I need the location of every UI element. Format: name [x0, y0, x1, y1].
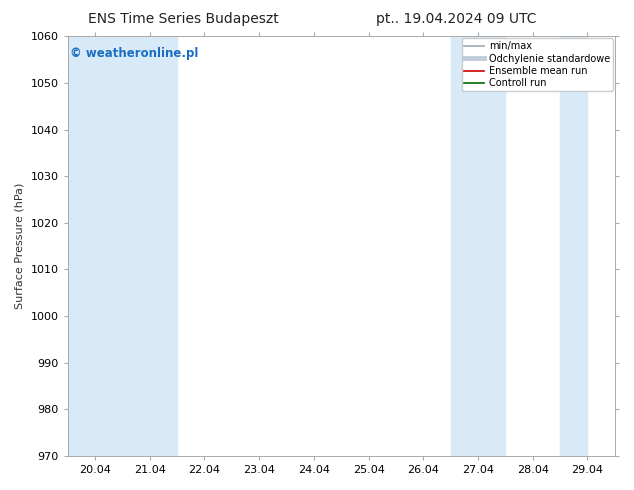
Y-axis label: Surface Pressure (hPa): Surface Pressure (hPa) [15, 183, 25, 309]
Bar [68, 36, 177, 456]
Bar [560, 36, 588, 456]
Text: ENS Time Series Budapeszt: ENS Time Series Budapeszt [89, 12, 279, 26]
Text: pt.. 19.04.2024 09 UTC: pt.. 19.04.2024 09 UTC [376, 12, 537, 26]
Legend: min/max, Odchylenie standardowe, Ensemble mean run, Controll run: min/max, Odchylenie standardowe, Ensembl… [462, 38, 613, 92]
Text: © weatheronline.pl: © weatheronline.pl [70, 47, 199, 60]
Bar [451, 36, 505, 456]
